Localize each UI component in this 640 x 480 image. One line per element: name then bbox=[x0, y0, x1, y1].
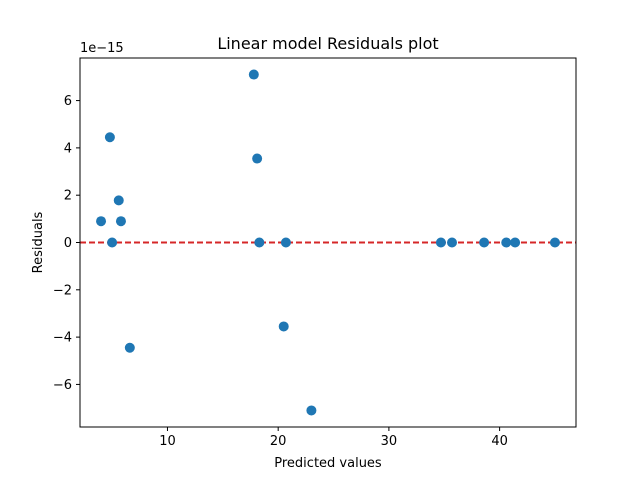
y-tick-label: −4 bbox=[53, 331, 72, 346]
y-axis-label: Residuals bbox=[31, 211, 46, 273]
data-point bbox=[479, 237, 490, 248]
data-point bbox=[278, 321, 289, 332]
x-tick-label: 10 bbox=[159, 434, 176, 449]
data-point bbox=[501, 237, 512, 248]
data-point bbox=[96, 216, 107, 227]
y-tick-label: −6 bbox=[53, 378, 72, 393]
x-tick-label: 20 bbox=[270, 434, 287, 449]
y-axis-ticks: −6 −4 −2 0 2 4 6 bbox=[53, 94, 80, 393]
x-axis-label: Predicted values bbox=[274, 456, 382, 471]
data-point bbox=[115, 216, 126, 227]
y-tick-label: 4 bbox=[64, 141, 72, 156]
y-axis-offset-label: 1e−15 bbox=[80, 41, 124, 56]
data-point bbox=[113, 195, 124, 206]
x-tick-label: 40 bbox=[491, 434, 508, 449]
data-points bbox=[96, 69, 560, 416]
y-tick-label: −2 bbox=[53, 283, 72, 298]
data-point bbox=[124, 342, 135, 353]
x-tick-label: 30 bbox=[381, 434, 398, 449]
data-point bbox=[435, 237, 446, 248]
data-point bbox=[306, 405, 317, 416]
data-point bbox=[252, 153, 263, 164]
data-point bbox=[447, 237, 457, 248]
data-point bbox=[510, 237, 521, 248]
data-point bbox=[248, 69, 259, 80]
data-point bbox=[254, 237, 265, 248]
x-axis-ticks: 10 20 30 40 bbox=[159, 427, 508, 449]
chart-title: Linear model Residuals plot bbox=[217, 34, 438, 53]
data-point bbox=[107, 237, 118, 248]
data-point bbox=[280, 237, 291, 248]
y-tick-label: 6 bbox=[64, 94, 72, 109]
data-point bbox=[104, 132, 115, 143]
y-tick-label: 2 bbox=[64, 189, 72, 204]
y-tick-label: 0 bbox=[64, 236, 72, 251]
data-point bbox=[549, 237, 560, 248]
